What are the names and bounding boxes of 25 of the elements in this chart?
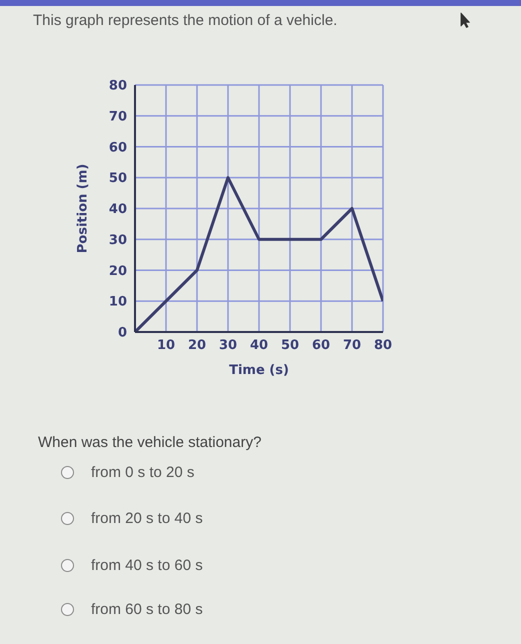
x-tick-label: 60 [312,338,330,354]
x-tick-label: 20 [188,338,206,354]
x-tick-label: 50 [280,338,300,354]
chart-title: This graph represents the motion of a vehicle. [33,12,338,29]
y-tick-label: 60 [108,140,127,156]
text: When was the vehicle stationary? [38,434,262,451]
y-tick-label: 20 [108,264,127,279]
y-axis-title: Position (m) [76,164,91,254]
y-tick-label: 10 [108,294,127,310]
y-tick-label: 40 [108,202,127,218]
x-tick-label: 40 [250,338,268,354]
text: from 20 s to 40 s [91,510,203,526]
text: from 40 s to 60 s [91,556,203,574]
x-tick-label: 70 [342,338,362,354]
x-tick-label: 10 [156,338,176,354]
y-tick-label: 0 [118,326,127,341]
x-axis-title: Time (s) [229,363,289,378]
text: from 0 s to 20 s [91,464,194,480]
x-tick-label: 30 [218,338,238,354]
y-tick-label: 50 [108,171,127,186]
text: from 60 s to 80 s [91,600,203,618]
y-tick-label: 70 [108,109,127,124]
y-tick-label: 80 [108,78,127,94]
y-tick-label: 30 [108,232,127,248]
x-tick-label: 80 [374,338,392,354]
